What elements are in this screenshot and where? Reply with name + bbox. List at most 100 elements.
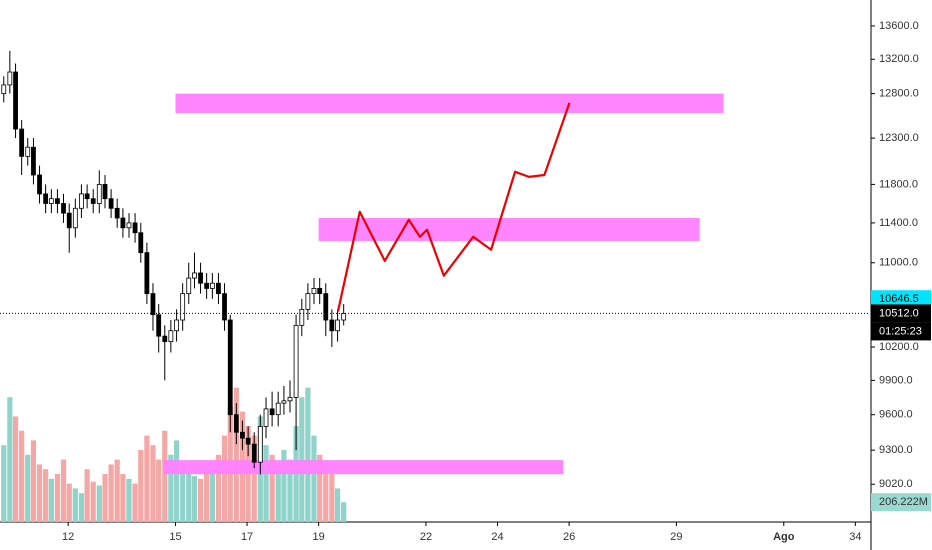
candle-body bbox=[287, 396, 293, 402]
projection-line bbox=[336, 102, 571, 312]
y-tick-label: 13600.0 bbox=[879, 20, 919, 32]
x-tick-label: 12 bbox=[62, 531, 74, 543]
candle-body bbox=[48, 198, 54, 204]
candle-body bbox=[19, 128, 25, 157]
volume-bar bbox=[36, 464, 43, 522]
candle-body bbox=[102, 184, 108, 200]
volume-bar bbox=[180, 464, 186, 522]
volume-bar bbox=[197, 478, 204, 522]
volume-bar bbox=[7, 397, 13, 522]
volume-bar bbox=[120, 474, 126, 522]
zone bbox=[163, 460, 564, 475]
candle-body bbox=[1, 84, 7, 95]
x-tick-label: 19 bbox=[312, 531, 324, 543]
volume-label-box bbox=[871, 493, 931, 512]
volume-bar bbox=[168, 454, 174, 522]
x-tick-label: 15 bbox=[169, 531, 181, 543]
candle-body bbox=[311, 288, 317, 295]
volume-bar bbox=[299, 397, 305, 522]
zone bbox=[175, 93, 724, 113]
candle-body bbox=[126, 222, 132, 229]
x-tick-label: 34 bbox=[849, 531, 861, 543]
candle-body bbox=[317, 288, 323, 295]
volume-bar bbox=[132, 483, 138, 522]
volume-bar bbox=[60, 459, 67, 522]
volume-label: 206.222M bbox=[879, 496, 928, 508]
volume-bar bbox=[233, 387, 239, 522]
x-tick-label: 22 bbox=[420, 531, 432, 543]
candle-body bbox=[7, 71, 13, 86]
y-tick-label: 9600.0 bbox=[879, 409, 913, 421]
volume-bar bbox=[54, 474, 61, 522]
candle-body bbox=[132, 222, 138, 234]
volume-bar bbox=[108, 464, 114, 522]
candle-body bbox=[227, 319, 233, 416]
candle-body bbox=[341, 313, 347, 321]
price-label: 10512.0 bbox=[879, 307, 919, 319]
y-tick-label: 12800.0 bbox=[879, 88, 919, 100]
volume-bar bbox=[48, 478, 54, 522]
volume-bar bbox=[102, 474, 108, 522]
candle-body bbox=[257, 425, 263, 463]
price-label-box bbox=[871, 290, 931, 309]
candle-body bbox=[13, 71, 18, 130]
volume-bar bbox=[126, 478, 132, 522]
candle-body bbox=[209, 282, 215, 289]
candle-body bbox=[162, 335, 168, 342]
candle-body bbox=[138, 232, 144, 254]
volume-bar bbox=[25, 454, 31, 522]
volume-bar bbox=[221, 435, 228, 522]
volume-bar bbox=[19, 430, 25, 522]
volume-bar bbox=[275, 464, 281, 522]
volume-bar bbox=[43, 469, 49, 522]
volume-bar bbox=[12, 416, 19, 522]
volume-bar bbox=[96, 485, 102, 522]
candle-body bbox=[251, 443, 257, 463]
candle-body bbox=[55, 198, 60, 204]
volume-bar bbox=[78, 493, 85, 522]
candle-body bbox=[120, 217, 126, 229]
candle-body bbox=[299, 308, 305, 326]
volume-bar bbox=[215, 454, 222, 522]
volume-bar bbox=[72, 488, 78, 522]
candle-body bbox=[192, 272, 197, 279]
volume-bar bbox=[156, 459, 162, 522]
x-tick-label: 24 bbox=[491, 531, 503, 543]
candle-body bbox=[245, 437, 251, 445]
candle-body bbox=[114, 207, 120, 219]
candle-body bbox=[222, 293, 227, 321]
volume-bar bbox=[173, 440, 180, 522]
candle-body bbox=[156, 314, 162, 337]
candle-body bbox=[293, 324, 299, 398]
price-label: 10646.5 bbox=[879, 293, 919, 305]
candle-body bbox=[31, 146, 36, 176]
volume-bar bbox=[251, 435, 257, 522]
price-label-box bbox=[871, 304, 931, 323]
volume-bar bbox=[329, 474, 335, 522]
y-tick-label: 11000.0 bbox=[879, 257, 918, 269]
volume-bar bbox=[323, 464, 329, 522]
candle-body bbox=[61, 203, 66, 214]
x-tick-label: Ago bbox=[773, 531, 795, 543]
volume-bar bbox=[90, 481, 96, 522]
volume-bar bbox=[150, 445, 156, 522]
volume-bar bbox=[269, 454, 275, 522]
candle-body bbox=[335, 319, 340, 332]
candle-body bbox=[204, 282, 210, 289]
candle-body bbox=[90, 198, 96, 204]
y-tick-label: 9020.0 bbox=[879, 478, 913, 490]
y-tick-label: 10200.0 bbox=[879, 341, 919, 353]
volume-bar bbox=[186, 474, 192, 522]
countdown-box bbox=[871, 322, 931, 341]
volume-bar bbox=[263, 445, 269, 522]
volume-bar bbox=[84, 469, 90, 522]
volume-bar bbox=[317, 454, 323, 522]
y-tick-label: 11400.0 bbox=[879, 217, 918, 229]
volume-bar bbox=[305, 387, 311, 522]
candle-body bbox=[281, 400, 287, 404]
candle-body bbox=[144, 252, 150, 295]
candle-body bbox=[323, 293, 329, 321]
volume-bar bbox=[334, 488, 341, 522]
